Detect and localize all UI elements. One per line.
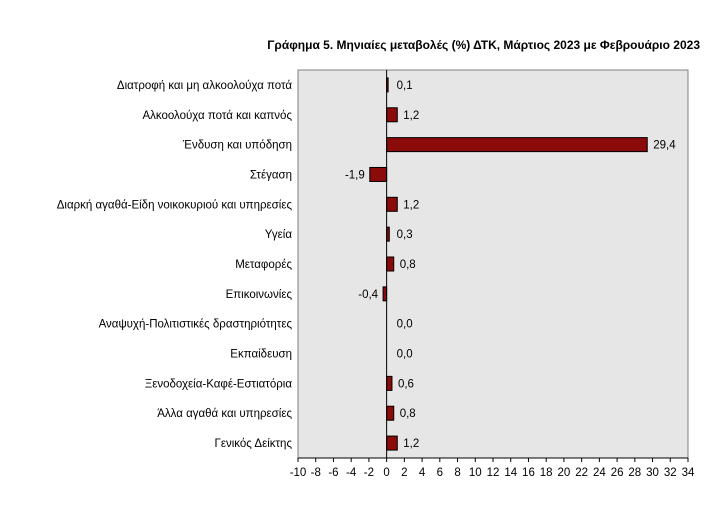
x-tick-label: -2 [364,467,374,479]
category-label: Άλλα αγαθά και υπηρεσίες [157,408,292,420]
category-label: Ξενοδοχεία-Καφέ-Εστιατόρια [145,378,293,390]
bar [386,435,398,451]
x-tick-label: 12 [487,467,500,479]
x-tick-label: 4 [419,467,426,479]
value-label: 0,1 [397,80,413,92]
value-label-group: 0,1 1,2 29,4 -1,9 1,2 0,3 0,8 -0,4 0,0 0,0 0,6 0,8 1… [345,80,676,450]
bar [369,166,388,182]
bar-group [369,77,648,451]
x-tick-label: 32 [664,467,677,479]
bar [386,107,398,123]
chart-title: Γράφημα 5. Μηνιαίες μεταβολές (%) ΔΤΚ, Μ… [267,38,700,52]
x-tick-label: -8 [311,467,321,479]
bar [386,256,395,272]
x-tick-label: -4 [346,467,357,479]
plot-area [297,69,689,459]
value-label: 1,2 [403,438,419,450]
x-tick-label: 14 [504,467,517,479]
x-tick-label: 10 [469,467,482,479]
category-label: Γενικός Δείκτης [215,438,293,450]
bar [386,137,648,153]
category-label: Αναψυχή-Πολιτιστικές δραστηριότητες [99,319,293,331]
x-tick-label: 28 [628,467,641,479]
x-tick-label: 6 [437,467,443,479]
x-tick-label: 0 [383,467,389,479]
value-label: -0,4 [358,289,378,301]
value-label: 0,6 [398,378,414,390]
value-label: 0,0 [397,349,413,361]
x-tick-label: -6 [328,467,338,479]
bar [386,196,398,212]
category-label: Μεταφορές [235,259,292,271]
bar [386,375,393,391]
value-label: 0,0 [397,319,413,331]
x-tick-label: -10 [290,467,307,479]
category-label-group: Διατροφή και μη αλκοολούχα ποτά Αλκοολούχ… [57,80,293,450]
x-tick-group: -10 -8 -6 -4 -2 0 2 4 6 8 10 12 14 16 18 20 22 24 26 28 30 32… [290,458,695,479]
category-label: Διαρκή αγαθά-Είδη νοικοκυριού και υπηρεσ… [57,199,293,211]
value-label: 0,8 [400,408,416,420]
category-label: Υγεία [265,229,293,241]
category-label: Αλκοολούχα ποτά και καπνός [142,110,292,122]
category-label: Ένδυση και υπόδηση [182,140,292,152]
x-tick-label: 8 [454,467,460,479]
x-tick-label: 20 [558,467,571,479]
x-tick-label: 24 [593,467,606,479]
bar [382,286,388,302]
bar [386,405,395,421]
category-label: Εκπαίδευση [230,349,292,361]
x-tick-label: 26 [611,467,624,479]
value-label: 1,2 [403,199,419,211]
value-label: 0,3 [397,229,413,241]
category-label: Διατροφή και μη αλκοολούχα ποτά [117,80,292,92]
x-tick-label: 34 [682,467,695,479]
x-tick-label: 2 [401,467,407,479]
x-tick-label: 30 [646,467,659,479]
x-tick-label: 18 [540,467,553,479]
x-tick-label: 16 [522,467,535,479]
category-label: Επικοινωνίες [226,289,293,301]
category-label: Στέγαση [250,169,292,181]
x-tick-label: 22 [575,467,588,479]
value-label: 29,4 [653,140,676,152]
value-label: -1,9 [345,169,365,181]
value-label: 0,8 [400,259,416,271]
value-label: 1,2 [403,110,419,122]
